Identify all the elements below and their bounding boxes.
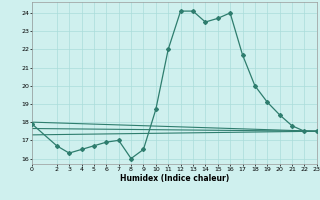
X-axis label: Humidex (Indice chaleur): Humidex (Indice chaleur) [120,174,229,183]
